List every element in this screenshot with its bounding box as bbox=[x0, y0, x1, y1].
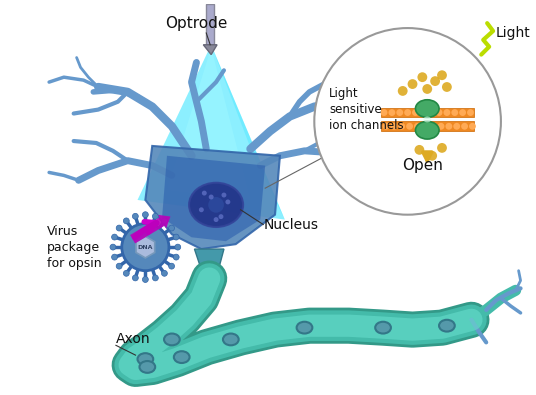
Circle shape bbox=[404, 109, 411, 116]
Circle shape bbox=[436, 109, 443, 116]
Polygon shape bbox=[203, 45, 217, 55]
Polygon shape bbox=[206, 4, 214, 45]
Ellipse shape bbox=[174, 351, 190, 363]
Circle shape bbox=[209, 195, 214, 199]
Circle shape bbox=[398, 123, 405, 130]
Polygon shape bbox=[145, 146, 280, 249]
Circle shape bbox=[173, 234, 179, 240]
Circle shape bbox=[132, 213, 138, 219]
Text: Axon: Axon bbox=[116, 333, 151, 346]
Ellipse shape bbox=[296, 322, 312, 333]
Circle shape bbox=[111, 234, 117, 240]
Circle shape bbox=[467, 109, 474, 116]
Circle shape bbox=[314, 28, 501, 215]
Circle shape bbox=[396, 109, 403, 116]
Polygon shape bbox=[167, 48, 250, 200]
Circle shape bbox=[414, 145, 425, 155]
Circle shape bbox=[427, 151, 437, 161]
Circle shape bbox=[143, 276, 148, 282]
Circle shape bbox=[437, 143, 447, 153]
Circle shape bbox=[389, 109, 396, 116]
Circle shape bbox=[202, 191, 207, 196]
Circle shape bbox=[418, 72, 427, 82]
Circle shape bbox=[451, 109, 458, 116]
Circle shape bbox=[161, 218, 167, 224]
Circle shape bbox=[407, 79, 418, 89]
Circle shape bbox=[169, 225, 175, 231]
Polygon shape bbox=[211, 45, 285, 220]
Text: Virus
package
for opsin: Virus package for opsin bbox=[47, 225, 102, 270]
Ellipse shape bbox=[223, 333, 239, 345]
Circle shape bbox=[226, 199, 230, 204]
Circle shape bbox=[422, 123, 429, 130]
Bar bbox=[381, 107, 474, 117]
FancyArrow shape bbox=[130, 215, 170, 243]
Ellipse shape bbox=[139, 361, 155, 373]
Circle shape bbox=[123, 270, 129, 276]
Circle shape bbox=[219, 214, 224, 219]
Circle shape bbox=[208, 197, 224, 213]
Circle shape bbox=[390, 123, 397, 130]
Circle shape bbox=[442, 82, 452, 92]
Circle shape bbox=[469, 123, 476, 130]
Circle shape bbox=[116, 225, 122, 231]
Circle shape bbox=[398, 86, 407, 96]
Circle shape bbox=[453, 123, 460, 130]
Circle shape bbox=[406, 123, 413, 130]
Circle shape bbox=[437, 70, 447, 80]
Circle shape bbox=[111, 254, 117, 260]
Circle shape bbox=[123, 218, 129, 224]
Bar bbox=[381, 121, 474, 131]
Ellipse shape bbox=[138, 353, 153, 365]
Circle shape bbox=[381, 109, 388, 116]
Circle shape bbox=[122, 224, 169, 271]
Text: Light: Light bbox=[496, 26, 531, 40]
Ellipse shape bbox=[189, 183, 243, 227]
Circle shape bbox=[152, 275, 158, 281]
Circle shape bbox=[132, 275, 138, 281]
Circle shape bbox=[428, 109, 435, 116]
Circle shape bbox=[437, 123, 444, 130]
Circle shape bbox=[169, 263, 175, 269]
Ellipse shape bbox=[415, 100, 439, 117]
Circle shape bbox=[461, 123, 468, 130]
Circle shape bbox=[383, 123, 390, 130]
Ellipse shape bbox=[439, 320, 455, 331]
Circle shape bbox=[161, 270, 167, 276]
Circle shape bbox=[152, 213, 158, 219]
Polygon shape bbox=[195, 249, 224, 278]
Circle shape bbox=[143, 212, 148, 218]
Circle shape bbox=[430, 76, 440, 86]
Circle shape bbox=[459, 109, 466, 116]
Polygon shape bbox=[162, 156, 265, 241]
Polygon shape bbox=[138, 45, 285, 220]
Polygon shape bbox=[136, 236, 155, 258]
Circle shape bbox=[430, 123, 437, 130]
Circle shape bbox=[199, 207, 204, 212]
Ellipse shape bbox=[423, 117, 431, 122]
Circle shape bbox=[414, 123, 421, 130]
Circle shape bbox=[110, 244, 116, 250]
Ellipse shape bbox=[415, 121, 439, 139]
Circle shape bbox=[175, 244, 181, 250]
Circle shape bbox=[412, 109, 419, 116]
Circle shape bbox=[214, 217, 219, 222]
Text: DNA: DNA bbox=[138, 245, 153, 250]
Text: Optrode: Optrode bbox=[165, 16, 228, 31]
Circle shape bbox=[443, 109, 450, 116]
Circle shape bbox=[116, 263, 122, 269]
Ellipse shape bbox=[375, 322, 391, 333]
Ellipse shape bbox=[164, 333, 180, 345]
Circle shape bbox=[221, 193, 226, 198]
Text: Open: Open bbox=[402, 158, 443, 173]
Circle shape bbox=[420, 109, 427, 116]
Text: Light
sensitive
ion channels: Light sensitive ion channels bbox=[329, 87, 404, 132]
Text: Nucleus: Nucleus bbox=[263, 218, 318, 231]
Circle shape bbox=[445, 123, 452, 130]
Circle shape bbox=[422, 84, 432, 94]
Circle shape bbox=[173, 254, 179, 260]
